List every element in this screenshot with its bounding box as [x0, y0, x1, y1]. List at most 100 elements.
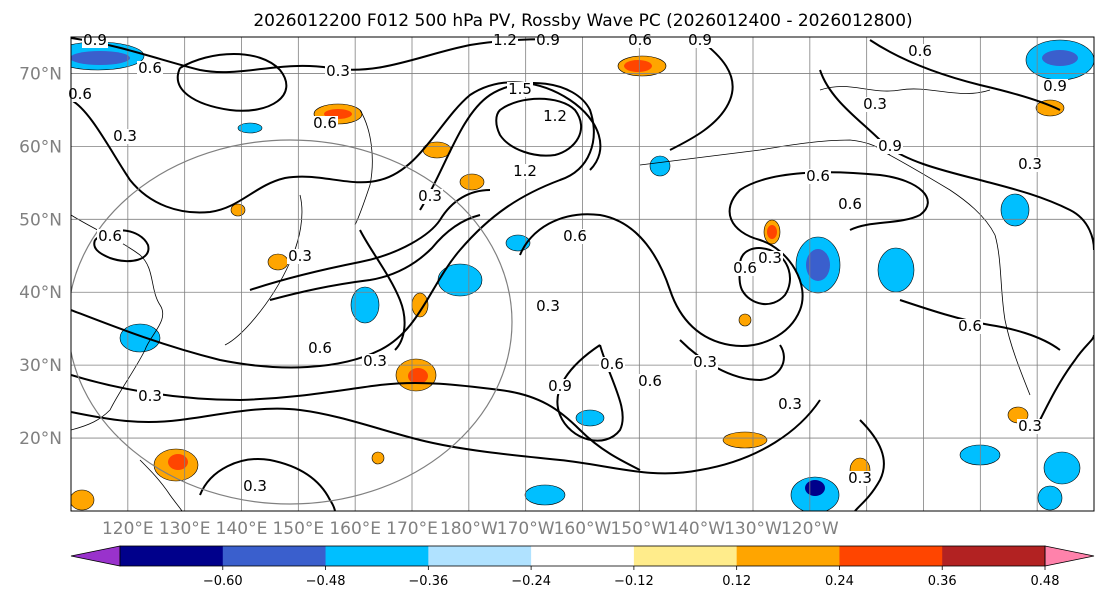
map-panel: 0.9 1.2 0.9 0.60.30.60.91.51.20.60.30.30.60…	[67, 31, 1095, 512]
pv-contour	[854, 419, 885, 511]
lon-tick-label: 160°W	[554, 519, 612, 539]
lon-tick-label: 120°W	[781, 519, 839, 539]
pv-contour	[71, 399, 821, 475]
colorbar-tick-label: −0.12	[614, 574, 654, 589]
positive-anomaly-blob	[459, 173, 485, 191]
positive-anomaly-core	[168, 454, 188, 470]
pv-contour	[819, 69, 1094, 251]
colorbar-bin	[531, 546, 635, 566]
contour-label: 0.3	[778, 395, 802, 413]
lon-tick-label: 170°W	[497, 519, 555, 539]
contour-label: 0.3	[288, 247, 312, 265]
pv-contour	[899, 299, 1061, 351]
positive-anomaly-core	[408, 368, 428, 384]
colorbar-bin	[633, 546, 738, 566]
contour-label-bg	[312, 116, 338, 131]
contour-label-bg	[137, 61, 163, 76]
colorbar-bin	[120, 546, 224, 566]
pv-contour	[738, 247, 791, 305]
pv-contour	[869, 39, 1061, 111]
contour-label-bg	[417, 189, 443, 204]
contour-label-bg	[112, 129, 138, 144]
contour-label-bg	[307, 341, 333, 356]
positive-anomaly-blob	[411, 292, 429, 318]
contour-label-bg	[507, 82, 533, 97]
contour-label: 0.9	[1043, 77, 1067, 95]
lon-tick-label: 120°E	[102, 519, 154, 539]
negative-anomaly-blob	[877, 247, 915, 293]
contour-label-bg	[287, 249, 313, 264]
contour-label-bg	[637, 374, 663, 389]
colorbar-tick-label: 0.36	[928, 574, 957, 589]
contour-label: 0.3	[693, 353, 717, 371]
contour-label: 0.6	[313, 114, 337, 132]
north-america-coastline	[879, 149, 1031, 396]
colorbar-bin	[325, 546, 429, 566]
positive-anomaly-blob	[371, 451, 385, 465]
longitude-axis: 120°E 130°E 140°E 150°E 160°E 170°E 180°W 170°W…	[102, 519, 839, 539]
contour-label: 0.3	[326, 62, 350, 80]
negative-anomaly-blob	[350, 286, 380, 324]
pv-contour	[556, 344, 624, 442]
pv-contour	[269, 214, 481, 301]
contour-label-bg	[907, 44, 933, 59]
lon-tick-label: 180°W	[440, 519, 498, 539]
lon-tick-label: 130°W	[724, 519, 782, 539]
positive-anomaly-blob	[1035, 99, 1065, 117]
contour-label: 1.2	[513, 162, 537, 180]
coastlines	[71, 86, 1031, 511]
pv-contours	[71, 37, 1094, 511]
lat-tick-label: 40°N	[19, 283, 62, 303]
negative-anomaly-core	[1042, 50, 1078, 66]
pv-contour	[71, 374, 641, 471]
negative-anomaly-blob	[575, 409, 605, 427]
contour-label-bg	[67, 87, 93, 102]
contour-label-bg	[97, 229, 123, 244]
pv-contour	[249, 189, 491, 291]
graticule	[71, 37, 1094, 511]
pv-contour	[1039, 334, 1094, 421]
contour-label: 0.6	[563, 227, 587, 245]
contour-label-bg	[362, 354, 388, 369]
contour-label-bg	[862, 97, 888, 112]
contour-label-bg	[837, 197, 863, 212]
pv-contour	[71, 81, 602, 214]
contour-label: 0.3	[863, 95, 887, 113]
contour-label: 0.6	[958, 317, 982, 335]
contour-label-bg	[877, 139, 903, 154]
negative-anomaly-blob	[524, 484, 566, 506]
colorbar-tick-label: −0.48	[306, 574, 346, 589]
contour-label-bg	[242, 479, 268, 494]
positive-anomaly-core	[624, 60, 652, 72]
contour-label: 0.6	[628, 31, 652, 49]
positive-anomaly-blob	[267, 253, 289, 271]
highlight-circle	[71, 139, 513, 505]
map-title: 2026012200 F012 500 hPa PV, Rossby Wave …	[253, 11, 912, 31]
lon-tick-label: 170°E	[386, 519, 438, 539]
contour-label-bg	[1017, 157, 1043, 172]
lon-tick-label: 160°E	[329, 519, 381, 539]
contour-label-bg	[535, 299, 561, 314]
positive-anomaly-core	[767, 225, 777, 239]
lat-tick-label: 30°N	[19, 356, 62, 376]
contour-labels: 0.9 1.2 0.9 0.60.30.60.91.51.20.60.30.30.60…	[67, 31, 1068, 495]
colorbar-tick-label: 0.12	[722, 574, 751, 589]
contour-label: 0.3	[1018, 417, 1042, 435]
contour-label: 0.3	[536, 297, 560, 315]
pv-contour	[71, 82, 595, 369]
lon-tick-label: 150°E	[272, 519, 324, 539]
contour-label-bg	[957, 319, 983, 334]
contour-label: 0.6	[908, 42, 932, 60]
colorbar-bin	[428, 546, 532, 566]
map-frame	[70, 36, 1095, 512]
contour-label: 0.6	[733, 259, 757, 277]
contour-label: 0.6	[68, 85, 92, 103]
contour-label-bg	[692, 355, 718, 370]
colorbar-tick-label: −0.24	[511, 574, 551, 589]
contour-label: 1.2	[543, 107, 567, 125]
colorbar-max-arrow	[1044, 545, 1095, 567]
contour-label: 0.3	[848, 469, 872, 487]
contour-label: 0.6	[138, 59, 162, 77]
contour-label: 0.3	[243, 477, 267, 495]
latitude-axis: 70°N 60°N 50°N 40°N 30°N 20°N	[19, 64, 62, 449]
